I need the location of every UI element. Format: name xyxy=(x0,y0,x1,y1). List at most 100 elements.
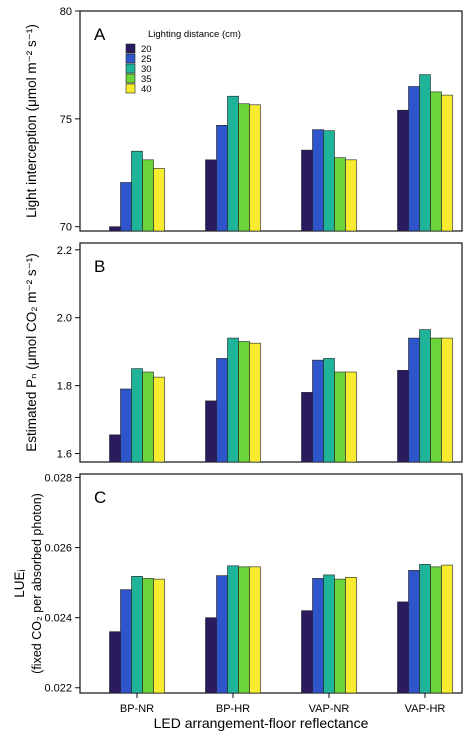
bar-bp-hr-30 xyxy=(227,337,239,463)
bar-bp-nr-20 xyxy=(109,226,121,232)
bar-vap-hr-25 xyxy=(408,337,420,463)
bar-vap-nr-35 xyxy=(334,371,346,463)
bar-vap-hr-40 xyxy=(441,94,453,232)
plot-frame xyxy=(79,242,463,463)
bar-vap-hr-25 xyxy=(408,86,420,232)
bar-vap-nr-40 xyxy=(345,577,357,694)
y-tick-label: 80 xyxy=(60,6,72,18)
legend-entry-30: 30 xyxy=(141,64,152,75)
bar-bp-hr-40 xyxy=(249,104,261,232)
bar-bp-nr-40 xyxy=(153,376,165,463)
chart-panel-c: 0.022 0.024 0.026 0.028 C LUEᵢ (fixed CO₂ per … xyxy=(12,473,463,715)
y-axis-title: Light interception (μmol m⁻² s⁻¹) xyxy=(24,24,39,218)
bar-bp-nr-40 xyxy=(153,168,165,232)
bar-vap-hr-30 xyxy=(419,329,431,463)
bar-vap-hr-25 xyxy=(408,570,420,694)
bar-bp-nr-35 xyxy=(142,159,154,232)
bar-bp-hr-20 xyxy=(205,159,217,232)
bar-vap-nr-25 xyxy=(312,359,324,463)
plot-frame xyxy=(79,473,463,694)
bar-vap-nr-25 xyxy=(312,129,324,232)
bar-vap-nr-25 xyxy=(312,578,324,694)
bar-bp-hr-25 xyxy=(216,125,228,232)
y-axis-subtitle: (fixed CO₂ per absorbed photon) xyxy=(30,493,44,674)
x-tick-label: VAP-HR xyxy=(405,703,446,715)
bar-bp-nr-30 xyxy=(131,150,143,232)
bar-vap-hr-30 xyxy=(419,564,431,694)
bar-vap-hr-20 xyxy=(397,601,409,694)
bar-vap-nr-35 xyxy=(334,578,346,694)
legend-title: Lighting distance (cm) xyxy=(148,29,241,40)
legend-entry-25: 25 xyxy=(141,54,152,65)
legend-swatch-20 xyxy=(125,43,136,54)
legend-swatch-25 xyxy=(125,53,136,64)
panel-label: B xyxy=(94,257,105,276)
bar-vap-nr-20 xyxy=(301,610,313,694)
legend-entry-35: 35 xyxy=(141,74,152,85)
bar-bp-nr-30 xyxy=(131,576,143,694)
bar-bp-hr-40 xyxy=(249,342,261,463)
legend-swatch-30 xyxy=(125,63,136,74)
legend-swatch-35 xyxy=(125,73,136,84)
bar-vap-nr-40 xyxy=(345,159,357,232)
bar-bp-nr-20 xyxy=(109,631,121,694)
bar-bp-hr-20 xyxy=(205,400,217,463)
bar-bp-nr-20 xyxy=(109,434,121,463)
y-tick-label: 2.0 xyxy=(57,313,72,325)
y-axis-title: LUEᵢ xyxy=(12,569,27,597)
chart-panel-b: 1.6 1.8 2.0 2.2 B Estimated Pₙ (μmol CO₂ m⁻² … xyxy=(24,242,463,463)
panel-label: C xyxy=(94,488,106,507)
y-tick-label: 0.026 xyxy=(44,543,72,555)
bar-bp-hr-30 xyxy=(227,95,239,232)
bar-bp-hr-20 xyxy=(205,617,217,694)
bar-bp-hr-35 xyxy=(238,341,250,463)
plot-frame xyxy=(79,10,463,232)
bar-vap-hr-20 xyxy=(397,370,409,463)
legend-entry-40: 40 xyxy=(141,84,152,95)
bar-bp-nr-40 xyxy=(153,578,165,694)
y-axis-title: Estimated Pₙ (μmol CO₂ m⁻² s⁻¹) xyxy=(24,253,39,451)
bar-vap-hr-35 xyxy=(430,566,442,694)
bar-vap-nr-30 xyxy=(323,358,335,463)
bar-bp-hr-25 xyxy=(216,575,228,694)
bar-bp-nr-25 xyxy=(120,388,132,463)
chart-panel-a: 70 75 80 A Light interception (μmol m⁻² s⁻¹)… xyxy=(24,6,463,234)
bar-vap-nr-40 xyxy=(345,371,357,463)
y-tick-label: 1.6 xyxy=(57,449,72,461)
y-tick-label: 1.8 xyxy=(57,381,72,393)
bar-vap-hr-35 xyxy=(430,91,442,232)
bar-vap-nr-30 xyxy=(323,574,335,694)
x-axis-title: LED arrangement-floor reflectance xyxy=(154,715,369,731)
bar-bp-hr-40 xyxy=(249,566,261,694)
bar-vap-hr-30 xyxy=(419,74,431,232)
bar-bp-hr-35 xyxy=(238,103,250,232)
bar-bp-nr-35 xyxy=(142,371,154,463)
legend-entry-20: 20 xyxy=(141,44,152,55)
x-tick-label: BP-NR xyxy=(120,703,154,715)
bar-bp-nr-30 xyxy=(131,368,143,463)
panel-label: A xyxy=(94,25,106,44)
bar-vap-hr-40 xyxy=(441,337,453,463)
y-tick-label: 0.024 xyxy=(44,613,72,625)
y-tick-label: 0.028 xyxy=(44,473,72,485)
bar-bp-nr-25 xyxy=(120,182,132,232)
y-tick-label: 2.2 xyxy=(57,245,72,257)
bar-vap-nr-35 xyxy=(334,157,346,232)
bar-bp-nr-35 xyxy=(142,578,154,694)
y-tick-label: 75 xyxy=(60,114,72,126)
bar-vap-nr-20 xyxy=(301,392,313,463)
y-tick-label: 0.022 xyxy=(44,683,72,695)
bar-vap-hr-40 xyxy=(441,564,453,694)
panels: 70 75 80 A Light interception (μmol m⁻² s⁻¹)… xyxy=(12,6,463,715)
x-tick-label: BP-HR xyxy=(216,703,250,715)
bar-vap-hr-35 xyxy=(430,337,442,463)
bar-vap-nr-30 xyxy=(323,130,335,232)
bar-bp-hr-35 xyxy=(238,566,250,694)
x-tick-label: VAP-NR xyxy=(309,703,350,715)
bar-bp-hr-30 xyxy=(227,565,239,694)
y-tick-label: 70 xyxy=(60,222,72,234)
legend-swatch-40 xyxy=(125,83,136,94)
bar-vap-hr-20 xyxy=(397,109,409,232)
bar-bp-hr-25 xyxy=(216,358,228,463)
